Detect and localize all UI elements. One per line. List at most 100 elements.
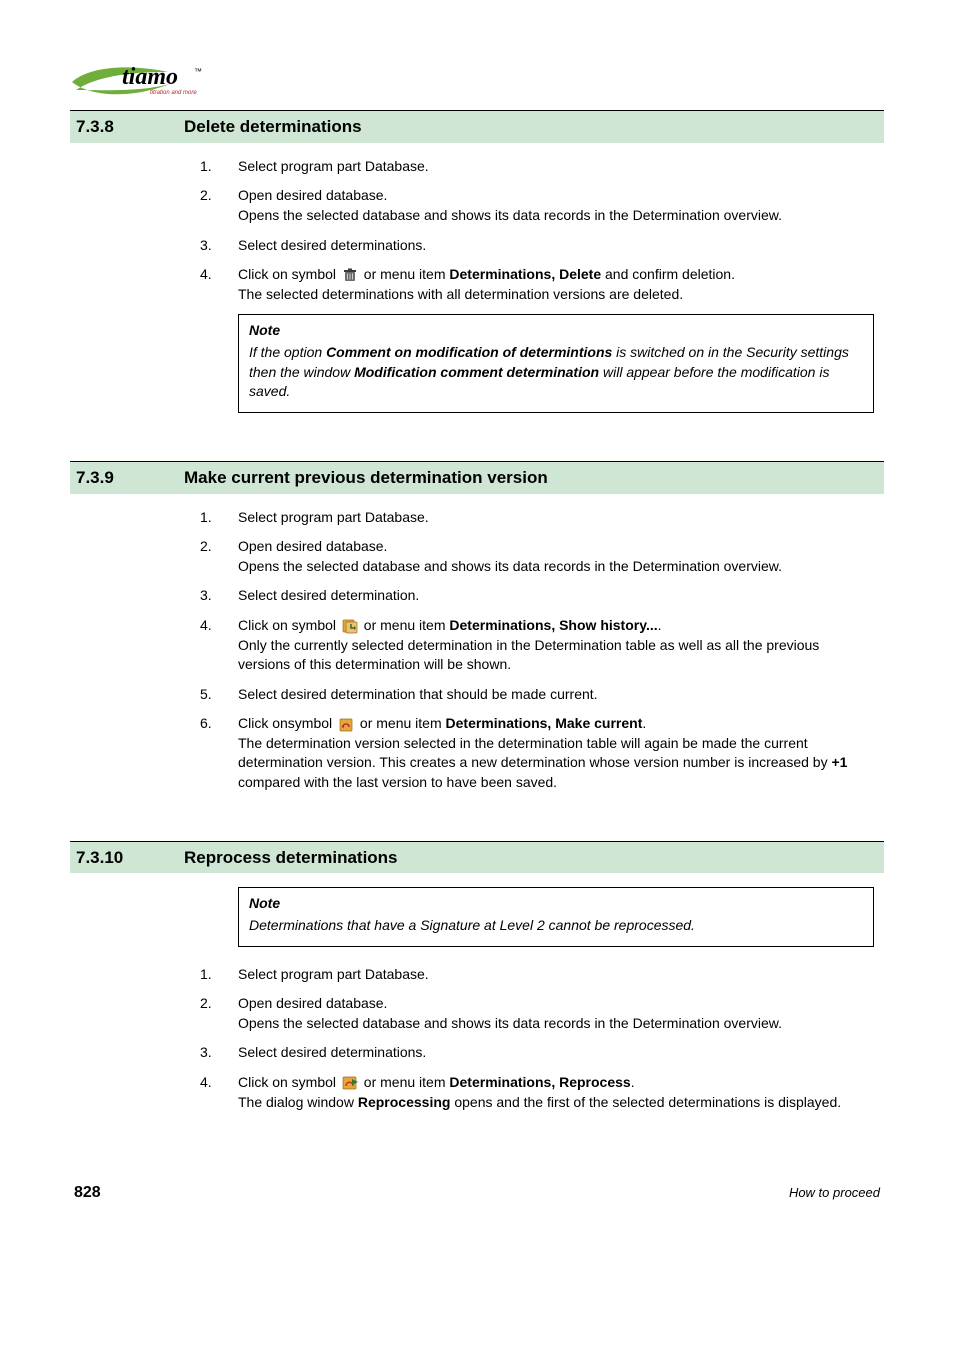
step-text: Open desired database. Opens the selecte… xyxy=(238,186,874,225)
history-icon xyxy=(342,618,358,634)
step-item: 4. Click on symbol or menu item Determin… xyxy=(200,1073,874,1112)
step-text: Select program part Database. xyxy=(238,965,874,985)
step-mid: or menu item xyxy=(360,617,449,633)
step-after: The determination version selected in th… xyxy=(238,735,831,771)
note-title: Note xyxy=(249,894,863,914)
step-text-b: Opens the selected database and shows it… xyxy=(238,207,782,223)
step-item: 2. Open desired database. Opens the sele… xyxy=(200,537,874,576)
step-bold: Determinations, Reprocess xyxy=(449,1074,630,1090)
step-number: 2. xyxy=(200,994,238,1033)
step-item: 2. Open desired database. Opens the sele… xyxy=(200,186,874,225)
trash-icon xyxy=(342,267,358,283)
step-item: 3. Select desired determination. xyxy=(200,586,874,606)
step-number: 1. xyxy=(200,965,238,985)
step-text: Select desired determination that should… xyxy=(238,685,874,705)
step-number: 2. xyxy=(200,186,238,225)
logo: tiamo ™ titration and more xyxy=(70,60,884,102)
step-after-tail: opens and the first of the selected dete… xyxy=(450,1094,841,1110)
step-after-bold: Reprocessing xyxy=(358,1094,451,1110)
step-number: 2. xyxy=(200,537,238,576)
note-box: Note Determinations that have a Signatur… xyxy=(238,887,874,946)
step-text: Open desired database. Opens the selecte… xyxy=(238,994,874,1033)
note-box: Note If the option Comment on modificati… xyxy=(238,314,874,412)
step-text: Click onsymbol or menu item Determinatio… xyxy=(238,714,874,792)
note-title: Note xyxy=(249,321,863,341)
step-item: 4. Click on symbol or menu item Determin… xyxy=(200,265,874,304)
step-text-a: Open desired database. xyxy=(238,995,387,1011)
step-number: 1. xyxy=(200,157,238,177)
step-text: Select desired determinations. xyxy=(238,236,874,256)
step-pre: Click on symbol xyxy=(238,266,340,282)
section-number: 7.3.9 xyxy=(74,466,184,490)
step-pre: Click on symbol xyxy=(238,1074,340,1090)
step-text: Open desired database. Opens the selecte… xyxy=(238,537,874,576)
section-header-7-3-10: 7.3.10 Reprocess determinations xyxy=(70,842,884,874)
note-part: If the option xyxy=(249,344,326,360)
step-number: 3. xyxy=(200,1043,238,1063)
step-text: Click on symbol or menu item Determinati… xyxy=(238,616,874,675)
step-mid: or menu item xyxy=(360,266,449,282)
page-footer: 828 How to proceed xyxy=(70,1182,884,1204)
step-tail: . xyxy=(642,715,646,731)
step-after-bold: +1 xyxy=(831,754,847,770)
step-text-b: Opens the selected database and shows it… xyxy=(238,558,782,574)
step-bold: Determinations, Make current xyxy=(446,715,643,731)
tiamo-logo-svg: tiamo ™ titration and more xyxy=(70,60,220,102)
step-number: 6. xyxy=(200,714,238,792)
step-tail: and confirm deletion. xyxy=(601,266,735,282)
step-number: 4. xyxy=(200,1073,238,1112)
section-title: Make current previous determination vers… xyxy=(184,466,548,490)
step-text: Click on symbol or menu item Determinati… xyxy=(238,1073,874,1112)
section-7-3-10-content: Note Determinations that have a Signatur… xyxy=(200,887,874,1112)
step-pre: Click on symbol xyxy=(238,617,340,633)
step-item: 3. Select desired determinations. xyxy=(200,236,874,256)
step-text: Select desired determination. xyxy=(238,586,874,606)
step-item: 5. Select desired determination that sho… xyxy=(200,685,874,705)
step-item: 1. Select program part Database. xyxy=(200,508,874,528)
note-body: If the option Comment on modification of… xyxy=(249,343,863,402)
step-text: Click on symbol or menu item Determinati… xyxy=(238,265,874,304)
step-item: 2. Open desired database. Opens the sele… xyxy=(200,994,874,1033)
svg-text:tiamo: tiamo xyxy=(122,64,178,90)
step-tail: . xyxy=(631,1074,635,1090)
step-tail: . xyxy=(658,617,662,633)
step-text-b: Opens the selected database and shows it… xyxy=(238,1015,782,1031)
step-bold: Determinations, Delete xyxy=(449,266,601,282)
section-title: Delete determinations xyxy=(184,115,362,139)
step-text: Select program part Database. xyxy=(238,508,874,528)
reprocess-icon xyxy=(342,1075,358,1091)
step-number: 3. xyxy=(200,236,238,256)
section-number: 7.3.10 xyxy=(74,846,184,870)
section-number: 7.3.8 xyxy=(74,115,184,139)
step-mid: or menu item xyxy=(360,1074,449,1090)
step-item: 3. Select desired determinations. xyxy=(200,1043,874,1063)
step-pre: Click onsymbol xyxy=(238,715,336,731)
make-current-icon xyxy=(338,717,354,733)
step-item: 4. Click on symbol or menu item Determin… xyxy=(200,616,874,675)
section-7-3-8-content: 1. Select program part Database. 2. Open… xyxy=(200,157,874,413)
step-bold: Determinations, Show history... xyxy=(449,617,657,633)
note-part-bold: Comment on modification of determintions xyxy=(326,344,612,360)
step-number: 3. xyxy=(200,586,238,606)
section-7-3-9-content: 1. Select program part Database. 2. Open… xyxy=(200,508,874,793)
section-header-7-3-9: 7.3.9 Make current previous determinatio… xyxy=(70,462,884,494)
step-text-a: Open desired database. xyxy=(238,187,387,203)
step-after-tail: compared with the last version to have b… xyxy=(238,774,557,790)
step-number: 4. xyxy=(200,616,238,675)
step-text-a: Open desired database. xyxy=(238,538,387,554)
svg-text:titration and more: titration and more xyxy=(150,90,197,96)
step-after: The dialog window xyxy=(238,1094,358,1110)
step-item: 1. Select program part Database. xyxy=(200,157,874,177)
step-number: 5. xyxy=(200,685,238,705)
page-number: 828 xyxy=(74,1182,101,1204)
footer-text: How to proceed xyxy=(789,1184,880,1202)
section-header-7-3-8: 7.3.8 Delete determinations xyxy=(70,111,884,143)
step-text: Select desired determinations. xyxy=(238,1043,874,1063)
section-title: Reprocess determinations xyxy=(184,846,398,870)
step-item: 6. Click onsymbol or menu item Determina… xyxy=(200,714,874,792)
step-text: Select program part Database. xyxy=(238,157,874,177)
step-after: The selected determinations with all det… xyxy=(238,286,683,302)
note-body: Determinations that have a Signature at … xyxy=(249,916,863,936)
step-after: Only the currently selected determinatio… xyxy=(238,637,819,673)
step-mid: or menu item xyxy=(356,715,445,731)
